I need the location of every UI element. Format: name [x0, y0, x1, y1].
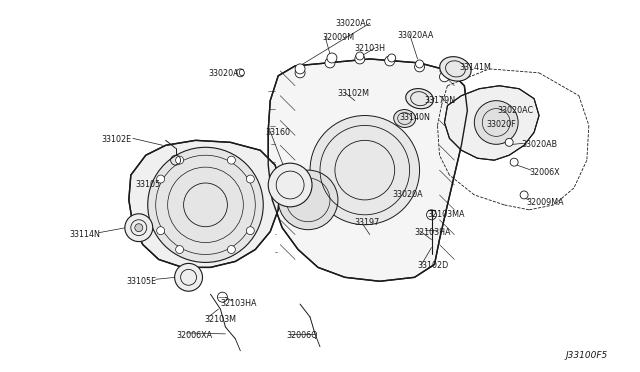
Text: 32006Q: 32006Q: [286, 331, 317, 340]
Circle shape: [148, 147, 263, 262]
Text: 32103MA: 32103MA: [428, 210, 465, 219]
Text: 32103M: 32103M: [205, 315, 237, 324]
Circle shape: [175, 156, 184, 164]
Text: 33020A: 33020A: [393, 190, 423, 199]
Circle shape: [415, 62, 424, 72]
Text: 33114N: 33114N: [69, 230, 100, 239]
Circle shape: [520, 191, 528, 199]
Circle shape: [236, 69, 244, 77]
Circle shape: [474, 101, 518, 144]
Text: 33140N: 33140N: [399, 113, 431, 122]
Circle shape: [157, 227, 164, 235]
Circle shape: [505, 138, 513, 146]
Circle shape: [125, 214, 153, 241]
Text: 33102M: 33102M: [337, 89, 369, 98]
Circle shape: [325, 58, 335, 68]
Circle shape: [278, 170, 338, 230]
Text: 33179N: 33179N: [424, 96, 456, 105]
Circle shape: [415, 60, 424, 68]
Text: 33197: 33197: [355, 218, 380, 227]
Circle shape: [157, 175, 164, 183]
Text: 33020AC: 33020AC: [335, 19, 371, 28]
Ellipse shape: [394, 110, 415, 128]
Circle shape: [227, 246, 236, 254]
Text: 32103H: 32103H: [355, 44, 386, 53]
Ellipse shape: [440, 57, 471, 81]
Circle shape: [355, 54, 365, 64]
Circle shape: [327, 53, 337, 63]
Circle shape: [440, 72, 449, 82]
Polygon shape: [268, 59, 467, 281]
Text: 33020F: 33020F: [486, 121, 516, 129]
Text: 33102D: 33102D: [417, 262, 449, 270]
Text: 33160: 33160: [265, 128, 290, 137]
Ellipse shape: [406, 89, 433, 109]
Polygon shape: [444, 86, 539, 160]
Circle shape: [510, 158, 518, 166]
Circle shape: [175, 246, 184, 254]
Circle shape: [246, 227, 254, 235]
Text: 33020AA: 33020AA: [397, 31, 434, 40]
Circle shape: [295, 64, 305, 74]
Circle shape: [268, 163, 312, 207]
Text: 32103HA: 32103HA: [220, 299, 257, 308]
Polygon shape: [129, 140, 280, 267]
Text: 33105E: 33105E: [127, 277, 157, 286]
Text: 32006XA: 32006XA: [177, 331, 212, 340]
Circle shape: [356, 52, 364, 60]
Circle shape: [135, 224, 143, 232]
Text: 33141M: 33141M: [460, 63, 492, 72]
Text: 32006X: 32006X: [529, 168, 560, 177]
Circle shape: [388, 54, 396, 62]
Text: J33100F5: J33100F5: [566, 351, 608, 360]
Circle shape: [385, 56, 395, 66]
Text: 33020AC: 33020AC: [209, 69, 244, 78]
Circle shape: [175, 263, 202, 291]
Text: 33020AC: 33020AC: [497, 106, 533, 115]
Circle shape: [295, 68, 305, 78]
Circle shape: [310, 116, 420, 225]
Circle shape: [227, 156, 236, 164]
Text: 33020AB: 33020AB: [521, 140, 557, 149]
Text: 32009M: 32009M: [322, 33, 354, 42]
Text: 32009MA: 32009MA: [526, 198, 564, 207]
Text: 32103HA: 32103HA: [415, 228, 451, 237]
Text: 33105: 33105: [136, 180, 161, 189]
Circle shape: [246, 175, 254, 183]
Text: 33102E: 33102E: [101, 135, 131, 144]
